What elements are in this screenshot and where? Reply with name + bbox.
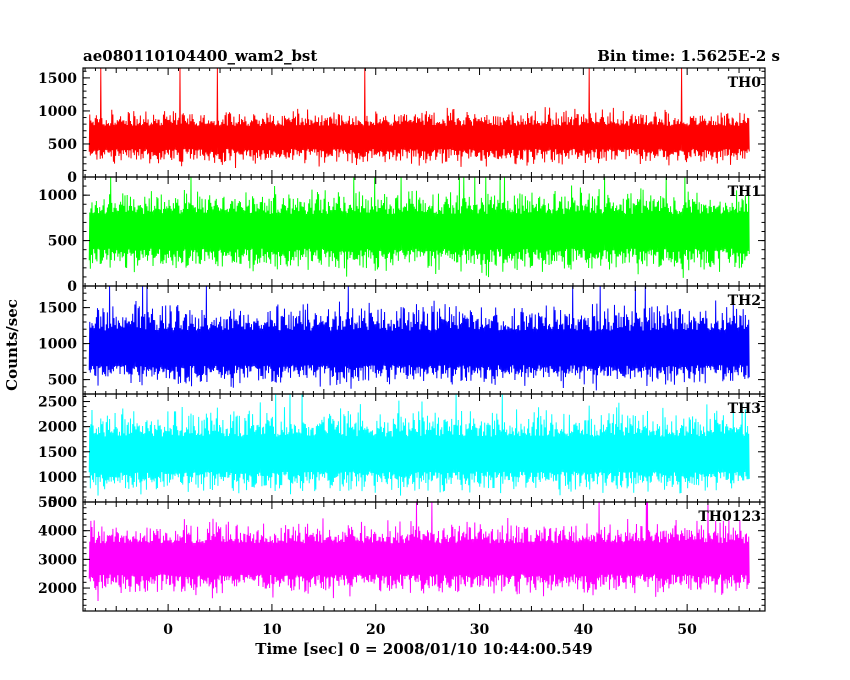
series-th2 [88,286,750,391]
panel-th1: 0 500 1000 TH1 [38,176,766,295]
x-axis-label: Time [sec] 0 = 2008/01/10 10:44:00.549 [255,640,592,658]
x-tick-label: 20 [366,622,386,638]
y-tick-label: 0 [67,170,77,186]
y-tick-label: 2000 [38,581,77,597]
panel-th0: 0 500 1000 1500 TH0 [38,67,766,186]
y-tick-label: 1000 [38,470,77,486]
y-tick-label: 1000 [38,188,77,204]
y-tick-label: 1500 [38,445,77,461]
panel-label: TH2 [728,293,761,309]
y-tick-label: 0 [67,279,77,295]
panel-th0123: 2000 3000 4000 5000 TH0123 [38,495,766,612]
y-tick-label: 2000 [38,420,77,436]
series-th3 [88,394,750,496]
series-th0 [88,68,750,168]
y-tick-label: 500 [48,495,77,511]
y-tick-label: 4000 [38,524,77,540]
x-tick-label: 30 [470,622,490,638]
panel-label: TH0123 [698,509,761,525]
x-tick-label: 40 [574,622,594,638]
y-tick-label: 5000 [38,495,77,511]
y-tick-label: 1500 [38,71,77,87]
y-tick-label: 3000 [38,552,77,568]
chart-title-right: Bin time: 1.5625E-2 s [597,47,780,65]
panel-th2: 500 1000 1500 TH2 [38,285,766,395]
chart-title-left: ae080110104400_wam2_bst [83,47,317,65]
y-tick-label: 1000 [38,337,77,353]
y-axis-label: Counts/sec [3,299,21,391]
x-tick-label: 50 [677,622,697,638]
x-tick-label: 10 [262,622,282,638]
panel-label: TH1 [728,184,761,200]
y-tick-label: 500 [48,234,77,250]
series-th0123 [88,502,750,602]
panel-frame [82,501,766,612]
y-tick-label: 500 [48,373,77,389]
y-tick-label: 500 [48,137,77,153]
panel-th3: 500 1000 1500 2000 2500 TH3 [38,393,766,511]
x-axis-labels: 0 10 20 30 40 50 [163,622,697,638]
x-tick-label: 0 [163,622,173,638]
panel-label: TH0 [728,75,762,91]
y-tick-label: 1500 [38,301,77,317]
y-tick-label: 1000 [38,104,77,120]
panel-label: TH3 [728,401,761,417]
series-th1 [88,177,750,278]
y-tick-label: 2500 [38,395,77,411]
